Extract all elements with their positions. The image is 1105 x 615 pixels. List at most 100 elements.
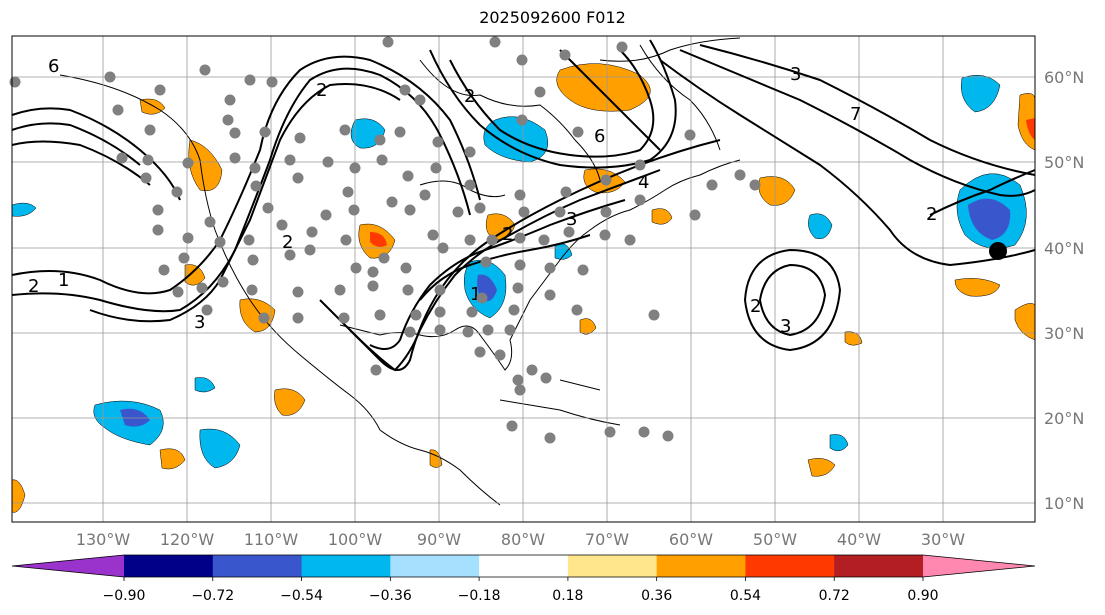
station-dot <box>464 179 476 191</box>
station-dot <box>749 179 761 191</box>
colorbar-tick-label: −0.72 <box>191 588 234 604</box>
station-dot <box>402 284 414 296</box>
station-dot <box>322 156 334 168</box>
station-dot <box>376 154 388 166</box>
station-dot <box>262 202 274 214</box>
station-dot <box>400 262 412 274</box>
station-dot <box>244 74 256 86</box>
station-dot <box>476 292 488 304</box>
station-dot <box>306 226 318 238</box>
latitude-label: 50°N <box>1044 153 1084 172</box>
station-dot <box>304 244 316 256</box>
station-dot <box>577 264 589 276</box>
contour-label: 2 <box>28 276 39 297</box>
colorbar-segment <box>656 555 746 577</box>
station-dot <box>414 94 426 106</box>
station-dot <box>284 154 296 166</box>
colorbar-segment <box>301 555 391 577</box>
anomaly-patch <box>829 434 849 452</box>
anomaly-patch <box>370 232 387 247</box>
station-dot <box>204 216 216 228</box>
station-dot <box>214 236 226 248</box>
contour-lines <box>11 39 1036 372</box>
colorbar-tick-label: −0.90 <box>103 588 146 604</box>
longitude-label: 40°W <box>837 530 881 549</box>
station-dot <box>514 189 526 201</box>
contour-label: 4 <box>638 172 649 193</box>
longitude-label: 70°W <box>585 530 629 549</box>
station-dot <box>104 71 116 83</box>
station-dot <box>158 264 170 276</box>
station-dot <box>378 252 390 264</box>
contour-label: 2 <box>282 232 293 253</box>
latitude-label: 40°N <box>1044 239 1084 258</box>
station-dot <box>600 174 612 186</box>
station-dot <box>276 219 288 231</box>
station-dot <box>516 54 528 66</box>
station-dot <box>144 124 156 136</box>
station-dot <box>432 136 444 148</box>
coastlines <box>59 37 741 506</box>
anomaly-patch <box>184 264 206 286</box>
station-dot <box>266 76 278 88</box>
station-dot <box>526 364 538 376</box>
contour-label: 6 <box>48 56 59 77</box>
station-dot <box>662 430 674 442</box>
station-dot <box>410 309 422 321</box>
colorbar-segment <box>745 555 835 577</box>
anomaly-patch <box>651 208 673 225</box>
anomaly-patch <box>807 458 836 477</box>
station-dot <box>560 186 572 198</box>
station-dot <box>544 262 556 274</box>
station-dot <box>474 202 486 214</box>
station-dot <box>386 196 398 208</box>
station-dot <box>182 232 194 244</box>
contour-label: 3 <box>780 316 791 337</box>
station-dot <box>140 172 152 184</box>
station-dot <box>489 36 501 48</box>
station-dot <box>142 154 154 166</box>
anomaly-patch <box>844 331 863 346</box>
contour-label: 2 <box>750 296 761 317</box>
station-dot <box>172 286 184 298</box>
station-dot <box>402 170 414 182</box>
station-dot <box>559 49 571 61</box>
station-dot <box>222 114 234 126</box>
station-dot <box>624 234 636 246</box>
station-dot <box>464 146 476 158</box>
station-dot <box>338 312 350 324</box>
anomaly-patch <box>199 428 241 469</box>
contour-label: 2 <box>464 86 475 107</box>
station-dot <box>182 157 194 169</box>
station-dot <box>508 304 520 316</box>
station-dot <box>152 204 164 216</box>
anomaly-patch <box>11 479 26 513</box>
station-dot <box>540 372 552 384</box>
latitude-label: 60°N <box>1044 68 1084 87</box>
latitude-labels: 10°N 20°N 30°N 40°N 50°N 60°N <box>1044 68 1084 513</box>
station-dot <box>9 76 21 88</box>
station-dot <box>434 306 446 318</box>
station-dot <box>394 126 406 138</box>
station-dot <box>374 309 386 321</box>
station-dot <box>246 284 258 296</box>
station-dot <box>544 289 556 301</box>
colorbar-tick-label: 0.72 <box>819 588 850 604</box>
station-dot <box>482 324 494 336</box>
contour-label: 3 <box>566 209 577 230</box>
latitude-label: 10°N <box>1044 494 1084 513</box>
station-dot <box>480 256 492 268</box>
station-dot <box>534 86 546 98</box>
contour-label: 1 <box>470 284 481 305</box>
lat-lon-grid <box>12 36 1035 522</box>
station-dot <box>229 152 241 164</box>
station-dot <box>339 124 351 136</box>
station-dot <box>196 282 208 294</box>
station-dot <box>320 209 332 221</box>
station-dot <box>464 234 476 246</box>
contour-label: 1 <box>58 270 69 291</box>
anomaly-patch <box>159 448 186 470</box>
station-dot <box>292 312 304 324</box>
longitude-labels: 130°W 120°W 110°W 100°W 90°W 80°W 70°W 60°W 50°W… <box>76 530 965 549</box>
station-dot <box>419 189 431 201</box>
